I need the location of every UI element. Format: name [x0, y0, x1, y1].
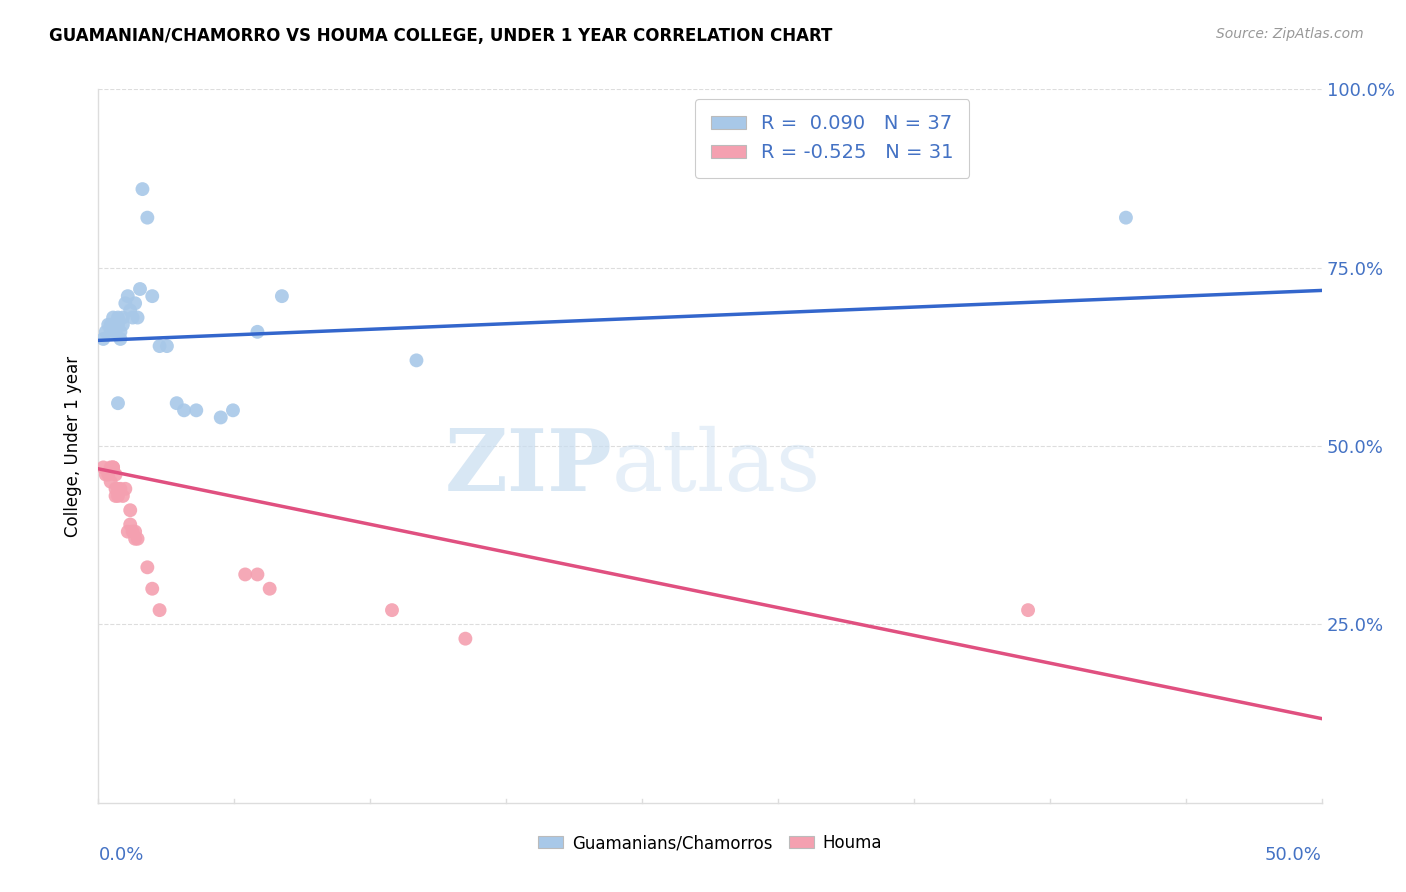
- Point: [233, 567, 256, 582]
- Point: [129, 282, 152, 296]
- Point: [1115, 211, 1137, 225]
- Point: [124, 524, 146, 539]
- Point: [246, 325, 269, 339]
- Point: [454, 632, 477, 646]
- Point: [107, 489, 129, 503]
- Point: [97, 467, 120, 482]
- Text: 0.0%: 0.0%: [98, 846, 143, 863]
- Point: [141, 289, 163, 303]
- Point: [246, 567, 269, 582]
- Point: [149, 339, 172, 353]
- Text: ZIP: ZIP: [444, 425, 612, 509]
- Point: [117, 524, 139, 539]
- Point: [120, 303, 142, 318]
- Point: [100, 325, 122, 339]
- Point: [97, 318, 120, 332]
- Point: [259, 582, 281, 596]
- Point: [101, 460, 124, 475]
- Point: [166, 396, 188, 410]
- Point: [186, 403, 208, 417]
- Point: [127, 310, 149, 325]
- Point: [1017, 603, 1039, 617]
- Point: [104, 318, 127, 332]
- Point: [121, 310, 143, 325]
- Text: 50.0%: 50.0%: [1265, 846, 1322, 863]
- Point: [111, 489, 134, 503]
- Point: [94, 325, 117, 339]
- Point: [100, 475, 122, 489]
- Point: [127, 532, 149, 546]
- Point: [120, 503, 142, 517]
- Point: [101, 318, 124, 332]
- Point: [124, 532, 146, 546]
- Point: [101, 310, 124, 325]
- Point: [91, 332, 114, 346]
- Point: [110, 332, 132, 346]
- Point: [117, 289, 139, 303]
- Point: [405, 353, 427, 368]
- Point: [141, 582, 163, 596]
- Point: [107, 396, 129, 410]
- Point: [111, 310, 134, 325]
- Point: [222, 403, 245, 417]
- Point: [136, 211, 159, 225]
- Point: [104, 325, 127, 339]
- Point: [381, 603, 404, 617]
- Point: [111, 318, 134, 332]
- Point: [104, 489, 127, 503]
- Point: [173, 403, 195, 417]
- Text: GUAMANIAN/CHAMORRO VS HOUMA COLLEGE, UNDER 1 YEAR CORRELATION CHART: GUAMANIAN/CHAMORRO VS HOUMA COLLEGE, UND…: [49, 27, 832, 45]
- Point: [107, 482, 129, 496]
- Point: [131, 182, 153, 196]
- Point: [149, 603, 172, 617]
- Point: [270, 289, 294, 303]
- Point: [94, 467, 117, 482]
- Text: Source: ZipAtlas.com: Source: ZipAtlas.com: [1216, 27, 1364, 41]
- Point: [114, 482, 136, 496]
- Point: [107, 318, 129, 332]
- Point: [110, 482, 132, 496]
- Point: [101, 460, 124, 475]
- Point: [91, 460, 114, 475]
- Legend: Guamanians/Chamorros, Houma: Guamanians/Chamorros, Houma: [531, 828, 889, 859]
- Point: [121, 524, 143, 539]
- Point: [136, 560, 159, 574]
- Point: [104, 467, 127, 482]
- Point: [124, 296, 146, 310]
- Text: atlas: atlas: [612, 425, 821, 509]
- Point: [100, 318, 122, 332]
- Point: [120, 517, 142, 532]
- Point: [104, 482, 127, 496]
- Point: [100, 460, 122, 475]
- Point: [107, 310, 129, 325]
- Point: [209, 410, 232, 425]
- Point: [156, 339, 179, 353]
- Y-axis label: College, Under 1 year: College, Under 1 year: [65, 355, 83, 537]
- Point: [110, 325, 132, 339]
- Point: [114, 296, 136, 310]
